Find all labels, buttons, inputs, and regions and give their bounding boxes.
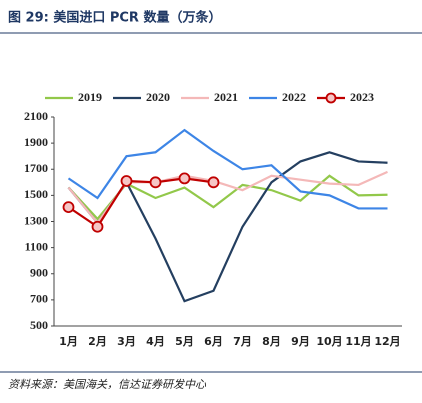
series-line: [67, 128, 388, 210]
y-tick-label: 1100: [25, 239, 48, 253]
y-tick-label: 500: [30, 318, 48, 332]
y-tick-label: 1500: [24, 187, 48, 201]
x-tick-label: 8月: [262, 335, 281, 348]
point-marker: [91, 220, 104, 233]
x-tick-label: 11月: [345, 335, 371, 348]
chart-title: 图 29: 美国进口 PCR 数量（万条）: [8, 10, 221, 26]
legend-label: 2020: [146, 90, 170, 104]
point-marker: [149, 176, 162, 189]
y-tick-label: 900: [30, 266, 48, 280]
y-tick-label: 2100: [24, 109, 48, 123]
point-marker: [178, 172, 191, 185]
x-tick-label: 12月: [374, 335, 400, 348]
x-tick-label: 3月: [117, 335, 136, 348]
point-marker: [120, 175, 133, 187]
point-marker: [207, 176, 220, 189]
x-tick-label: 2月: [88, 335, 107, 348]
legend-label: 2019: [78, 90, 102, 104]
series-line: [67, 177, 214, 229]
x-tick-label: 7月: [233, 335, 252, 348]
x-tick-label: 10月: [316, 335, 342, 348]
x-tick-label: 5月: [175, 335, 194, 348]
source: 资料来源：美国海关，信达证券研发中心: [8, 378, 207, 391]
point-marker: [62, 201, 75, 214]
x-tick-label: 1月: [59, 335, 78, 348]
legend-label: 2022: [282, 90, 306, 104]
y-tick-label: 1300: [24, 213, 48, 227]
x-tick-label: 9月: [291, 335, 310, 348]
legend-label: 2021: [214, 90, 238, 104]
y-tick-label: 700: [30, 292, 48, 306]
y-tick-label: 1700: [24, 161, 48, 175]
legend-label: 2023: [350, 90, 374, 104]
y-tick-label: 1900: [24, 135, 48, 149]
x-tick-label: 6月: [204, 335, 223, 348]
legend-marker: [325, 92, 337, 104]
series-line: [67, 151, 388, 303]
x-tick-label: 4月: [146, 335, 165, 348]
